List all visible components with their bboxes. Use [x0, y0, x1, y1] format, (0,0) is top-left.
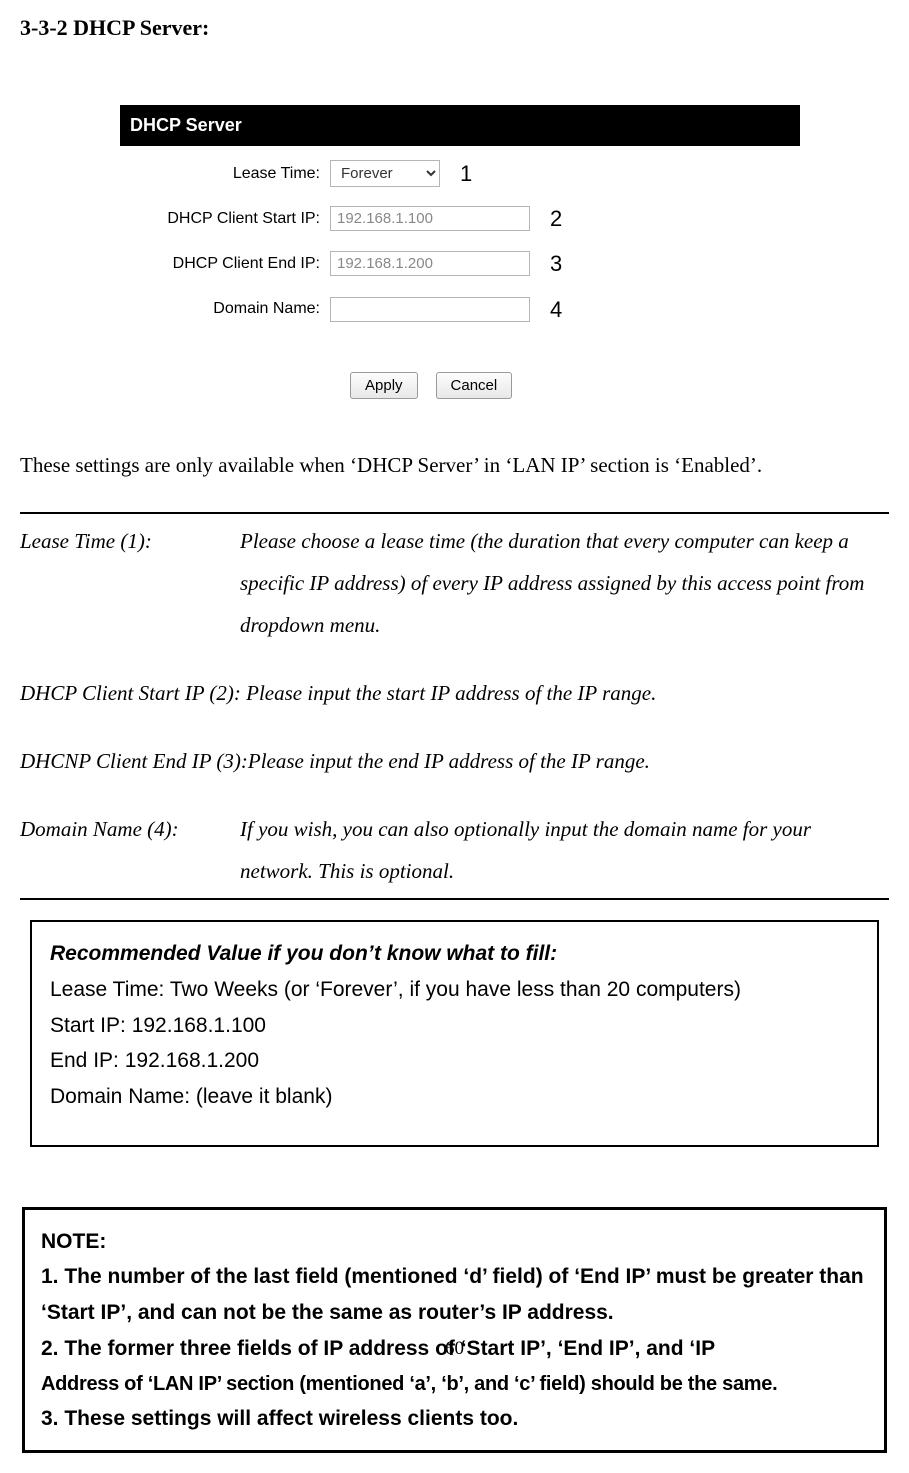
section-title: 3-3-2 DHCP Server:: [20, 10, 889, 45]
recommended-start-ip: Start IP: 192.168.1.100: [50, 1008, 859, 1044]
row-lease-time: Lease Time: Forever 1: [120, 156, 800, 191]
annotation-2: 2: [550, 201, 562, 236]
annotation-4: 4: [550, 292, 562, 327]
recommended-end-ip: End IP: 192.168.1.200: [50, 1043, 859, 1079]
label-domain-name: Domain Name:: [120, 296, 330, 322]
note-2b: Address of ‘LAN IP’ section (mentioned ‘…: [41, 1367, 868, 1401]
domain-name-input[interactable]: [330, 297, 530, 322]
def-domain-name-desc: If you wish, you can also optionally inp…: [240, 808, 889, 892]
note-box: NOTE: 1. The number of the last field (m…: [22, 1207, 887, 1453]
rule-top: [20, 512, 889, 514]
label-end-ip: DHCP Client End IP:: [120, 251, 330, 277]
label-lease-time: Lease Time:: [120, 161, 330, 187]
start-ip-input[interactable]: [330, 206, 530, 231]
note-title: NOTE:: [41, 1224, 868, 1260]
def-domain-name-term: Domain Name (4):: [20, 808, 240, 892]
button-row: Apply Cancel: [350, 372, 800, 399]
recommended-title: Recommended Value if you don’t know what…: [50, 936, 859, 972]
note-3: 3. These settings will affect wireless c…: [41, 1401, 868, 1437]
note-2a: 2. The former three fields of IP address…: [41, 1337, 715, 1360]
annotation-1: 1: [460, 156, 472, 191]
note-1: 1. The number of the last field (mention…: [41, 1259, 868, 1330]
recommended-box: Recommended Value if you don’t know what…: [30, 920, 879, 1146]
def-lease-time-term: Lease Time (1):: [20, 520, 240, 646]
recommended-domain: Domain Name: (leave it blank): [50, 1079, 859, 1115]
intro-text: These settings are only available when ‘…: [20, 449, 889, 483]
def-lease-time-desc: Please choose a lease time (the duration…: [240, 520, 889, 646]
lease-time-select[interactable]: Forever: [330, 160, 440, 187]
row-domain-name: Domain Name: 4: [120, 292, 800, 327]
dhcp-screenshot: DHCP Server Lease Time: Forever 1 DHCP C…: [120, 105, 800, 399]
def-end-ip: DHCNP Client End IP (3):Please input the…: [20, 740, 889, 782]
dhcp-panel-header: DHCP Server: [120, 105, 800, 146]
rule-bottom: [20, 898, 889, 900]
end-ip-input[interactable]: [330, 251, 530, 276]
row-start-ip: DHCP Client Start IP: 2: [120, 201, 800, 236]
cancel-button[interactable]: Cancel: [436, 372, 513, 399]
def-start-ip: DHCP Client Start IP (2): Please input t…: [20, 672, 889, 714]
label-start-ip: DHCP Client Start IP:: [120, 206, 330, 232]
apply-button[interactable]: Apply: [350, 372, 418, 399]
definitions: Lease Time (1): Please choose a lease ti…: [20, 520, 889, 892]
recommended-lease: Lease Time: Two Weeks (or ‘Forever’, if …: [50, 972, 859, 1008]
row-end-ip: DHCP Client End IP: 3: [120, 246, 800, 281]
annotation-3: 3: [550, 246, 562, 281]
